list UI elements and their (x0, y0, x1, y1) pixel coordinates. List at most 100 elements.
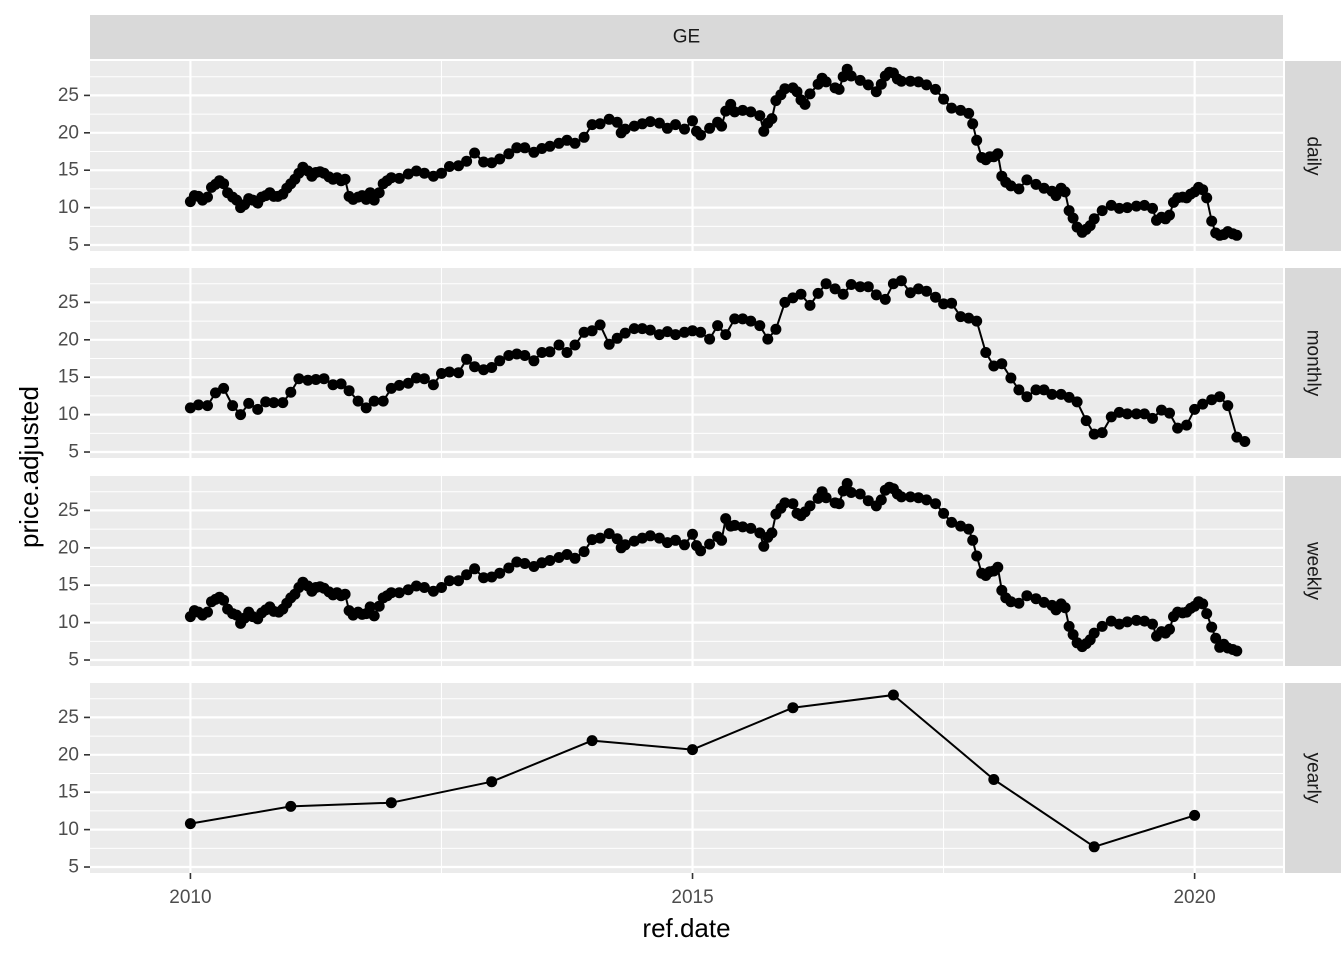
data-point (569, 552, 581, 564)
data-point (193, 399, 204, 411)
data-point (712, 320, 724, 332)
data-point (716, 120, 728, 132)
data-point (695, 326, 707, 338)
data-point (469, 361, 481, 373)
data-point (327, 379, 339, 391)
top-strip-label: GE (673, 27, 700, 48)
data-point (921, 494, 932, 506)
data-point (841, 478, 853, 489)
data-point (1021, 391, 1033, 403)
y-tick-label: 20 (58, 329, 79, 350)
data-point (1013, 597, 1025, 609)
data-point (619, 327, 631, 339)
data-point (1059, 602, 1071, 614)
data-point (1172, 422, 1184, 434)
data-point (1013, 183, 1025, 195)
data-point (418, 582, 430, 593)
panel-background (90, 61, 1283, 251)
data-point (373, 600, 385, 612)
data-point (679, 539, 690, 551)
data-point (293, 373, 305, 385)
data-point (854, 488, 866, 500)
data-point (503, 148, 515, 160)
data-point (368, 610, 380, 622)
data-point (594, 532, 606, 544)
y-tick-label: 10 (58, 404, 79, 425)
x-axis-ticks: 2010 2015 2020 (169, 873, 1216, 908)
y-tick-label: 10 (58, 197, 79, 218)
data-point (687, 528, 698, 540)
data-point (787, 498, 799, 510)
data-point (1189, 403, 1201, 415)
data-point (444, 366, 455, 378)
facet-strip-label-weekly: weekly (1303, 541, 1324, 601)
data-point (980, 347, 992, 358)
data-point (373, 187, 385, 199)
data-point (766, 527, 778, 539)
y-tick-label: 15 (58, 782, 79, 803)
y-tick-label: 25 (58, 85, 79, 106)
data-point (963, 523, 975, 535)
data-point (318, 373, 330, 385)
data-point (795, 288, 807, 300)
data-point (653, 117, 665, 129)
data-point (210, 387, 221, 399)
facet-strip-label-monthly: monthly (1303, 330, 1324, 397)
y-tick-label: 5 (68, 857, 79, 878)
data-point (745, 106, 757, 118)
data-point (862, 79, 874, 91)
top-strip-background (90, 15, 1283, 59)
data-point (218, 178, 230, 190)
data-point (453, 575, 464, 587)
data-point (938, 93, 950, 105)
data-point (1206, 215, 1218, 227)
data-point (1147, 412, 1158, 424)
data-point (1021, 174, 1033, 186)
data-point (695, 545, 707, 557)
data-point (791, 86, 803, 98)
data-point (854, 281, 866, 293)
data-point (519, 142, 531, 154)
data-point (402, 377, 414, 389)
data-point (227, 400, 239, 412)
data-point (644, 530, 656, 542)
panel-weekly (90, 476, 1341, 666)
data-point (1096, 620, 1108, 632)
data-point (895, 275, 907, 287)
data-point (687, 115, 698, 127)
data-point (611, 533, 623, 545)
data-point (1201, 192, 1213, 204)
facet-strip-label-yearly: yearly (1303, 753, 1324, 804)
data-point (679, 123, 690, 135)
data-point (745, 522, 757, 534)
data-point (930, 498, 941, 510)
data-point (971, 134, 983, 146)
data-point (410, 372, 422, 384)
data-point (494, 355, 506, 367)
data-point (302, 374, 314, 386)
data-point (879, 293, 891, 305)
panel-daily (90, 61, 1341, 251)
data-point (243, 397, 255, 409)
data-point (729, 313, 741, 325)
data-point (687, 744, 698, 756)
data-point (870, 289, 882, 301)
data-point (820, 492, 832, 504)
x-tick-label: 2020 (1173, 887, 1215, 908)
data-point (704, 333, 716, 345)
data-point (895, 75, 907, 87)
y-tick-label: 25 (58, 292, 79, 313)
data-point (875, 494, 887, 506)
facet-strip-background (1285, 61, 1341, 251)
data-point (967, 534, 979, 546)
data-point (1071, 396, 1083, 408)
data-point (754, 320, 766, 332)
data-point (453, 160, 464, 172)
data-point (779, 296, 791, 308)
data-point (519, 350, 531, 361)
data-point (469, 147, 481, 159)
data-point (779, 83, 791, 95)
data-point (1059, 186, 1071, 198)
data-point (486, 362, 498, 373)
data-point (1181, 419, 1193, 431)
